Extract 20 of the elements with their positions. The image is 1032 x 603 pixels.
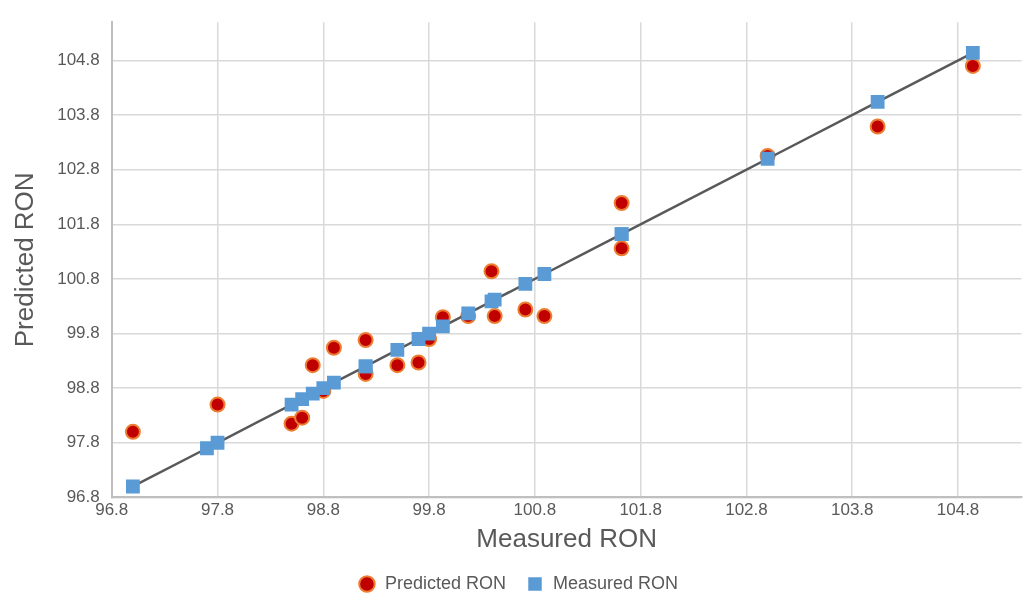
- legend-label: Predicted RON: [384, 572, 506, 593]
- y-tick-label: 100.8: [57, 268, 100, 288]
- x-tick-label: 97.8: [200, 500, 235, 520]
- x-tick-label: 98.8: [306, 500, 340, 520]
- y-tick-label: 97.8: [66, 432, 100, 452]
- x-tick-label: 99.8: [412, 500, 446, 520]
- y-tick-label: 98.8: [66, 377, 100, 397]
- x-tick-label: 102.8: [725, 500, 768, 520]
- y-axis-title: Predicted RON: [8, 172, 39, 348]
- y-tick-label: 102.8: [57, 159, 100, 179]
- x-tick-label: 104.8: [936, 500, 980, 520]
- y-tick-label: 104.8: [57, 50, 100, 70]
- y-tick-label: 101.8: [57, 213, 100, 233]
- x-tick-label: 101.8: [619, 500, 662, 520]
- x-axis-title: Measured RON: [476, 522, 657, 553]
- x-tick-label: 100.8: [513, 500, 557, 520]
- y-tick-label: 103.8: [57, 104, 100, 124]
- x-tick-label: 103.8: [830, 500, 874, 520]
- y-tick-label: 99.8: [66, 323, 100, 343]
- legend-label: Measured RON: [553, 572, 679, 593]
